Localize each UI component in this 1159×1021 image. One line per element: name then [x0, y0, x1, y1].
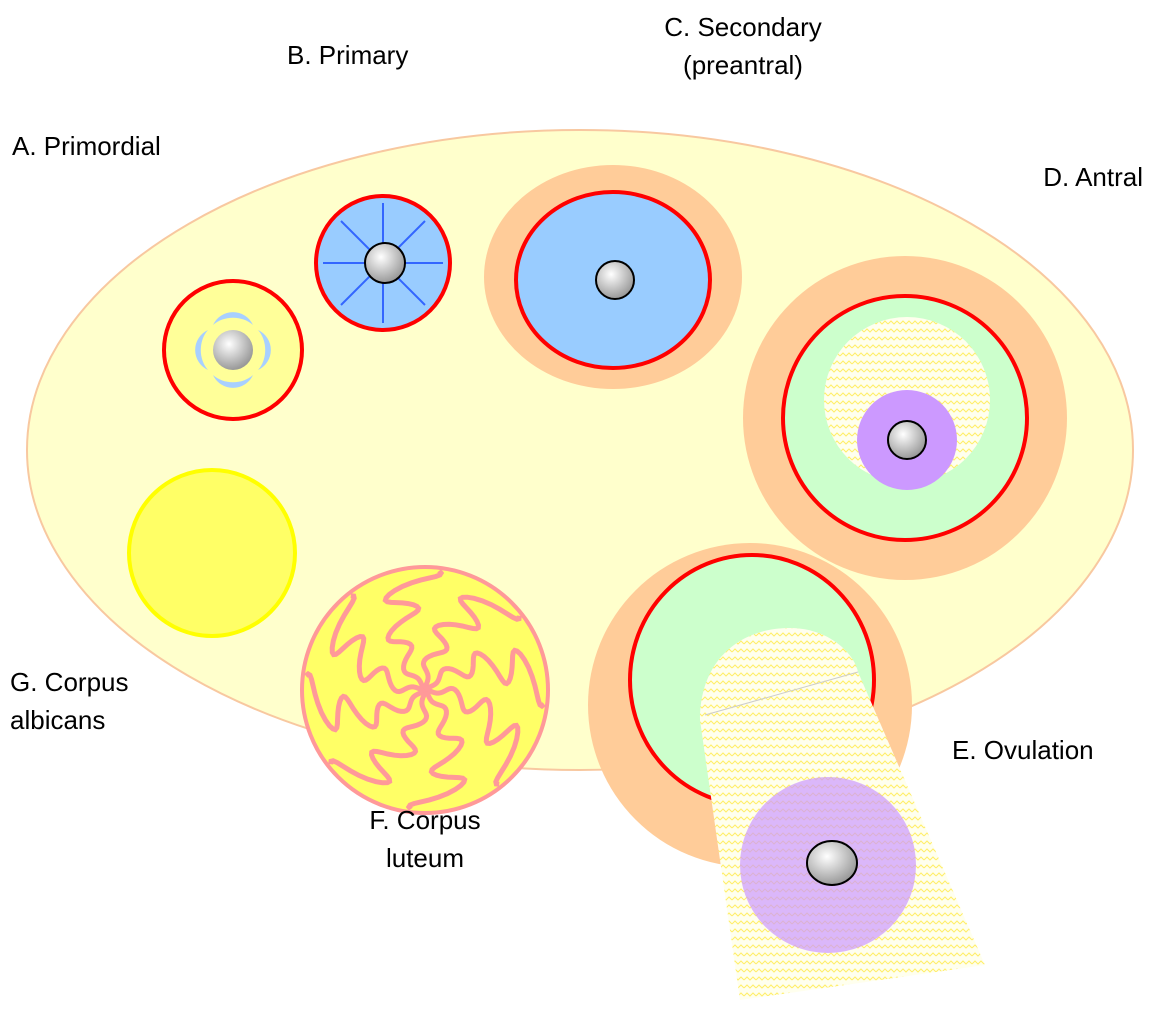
label: A. Primordial [12, 131, 161, 161]
secondary-follicle [484, 165, 742, 389]
diagram: A. Primordial B. Primary C. Secondary (p… [0, 0, 1159, 1021]
corpus-albicans [129, 470, 295, 636]
label: D. Antral [1043, 162, 1143, 192]
corpus-luteum [302, 567, 548, 813]
label: luteum [386, 843, 464, 873]
primordial-follicle [164, 281, 302, 419]
label: E. Ovulation [952, 735, 1094, 765]
label: B. Primary [287, 40, 408, 70]
label: (preantral) [683, 50, 803, 80]
primary-follicle [316, 196, 450, 330]
label: F. Corpus [369, 805, 480, 835]
label: C. Secondary [664, 12, 822, 42]
label: albicans [10, 705, 105, 735]
antral-follicle [743, 256, 1067, 580]
label: G. Corpus [10, 667, 129, 697]
